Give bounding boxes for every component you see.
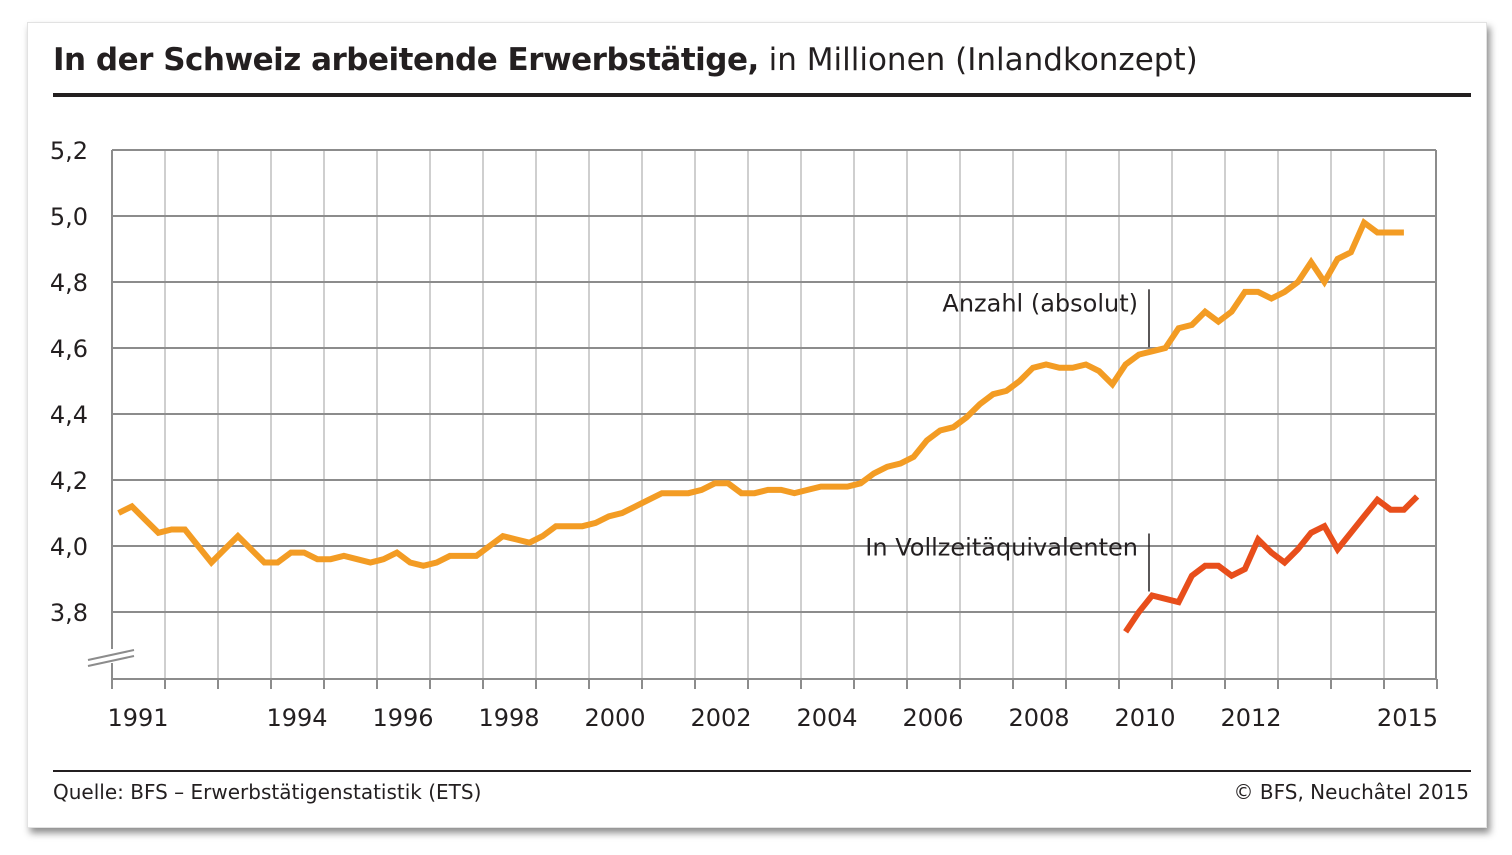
x-tick-label: 1998 bbox=[478, 704, 539, 732]
axis-break-line bbox=[87, 649, 135, 661]
y-tick-label: 4,6 bbox=[50, 335, 88, 363]
title-rule bbox=[53, 93, 1471, 97]
chart-grid bbox=[112, 149, 1436, 679]
y-tick-label: 5,2 bbox=[50, 137, 88, 165]
y-tick-label: 3,8 bbox=[50, 599, 88, 627]
chart-title-bold: In der Schweiz arbeitende Erwerbstätige, bbox=[53, 42, 759, 78]
chart-axes bbox=[87, 149, 1438, 689]
chart-labels: 5,2 5,0 4,8 4,6 4,4 4,2 4,0 3,8 1991 1994 1996 1998… bbox=[50, 137, 1438, 732]
x-tick-label: 2002 bbox=[690, 704, 751, 732]
footer-rule bbox=[53, 770, 1471, 772]
annotation-fte: In Vollzeitäquivalenten bbox=[865, 534, 1138, 562]
x-tick-label: 2008 bbox=[1008, 704, 1069, 732]
annotation-absolute: Anzahl (absolut) bbox=[942, 289, 1138, 317]
axis-break-icon bbox=[87, 649, 138, 667]
y-tick-label: 4,0 bbox=[50, 533, 88, 561]
x-tick-label: 2010 bbox=[1114, 704, 1175, 732]
y-tick-label: 4,2 bbox=[50, 467, 88, 495]
axis-break-line bbox=[87, 655, 135, 667]
series-line-absolute bbox=[117, 217, 1404, 569]
x-tick-label: 2004 bbox=[796, 704, 857, 732]
source-note: Quelle: BFS – Erwerbstätigenstatistik (E… bbox=[53, 780, 482, 804]
copyright-note: © BFS, Neuchâtel 2015 bbox=[1233, 780, 1469, 804]
x-tick-label: 2015 bbox=[1377, 704, 1438, 732]
x-tick-label: 2012 bbox=[1220, 704, 1281, 732]
x-tick-label: 1991 bbox=[107, 704, 168, 732]
x-tick-label: 2000 bbox=[584, 704, 645, 732]
x-tick-label: 1994 bbox=[266, 704, 327, 732]
chart-title: In der Schweiz arbeitende Erwerbstätige,… bbox=[53, 40, 1471, 80]
series-line-fte bbox=[1123, 494, 1420, 634]
x-tick-label: 1996 bbox=[372, 704, 433, 732]
y-tick-label: 4,4 bbox=[50, 401, 88, 429]
chart-series bbox=[117, 217, 1420, 634]
x-tick-label: 2006 bbox=[902, 704, 963, 732]
y-tick-label: 4,8 bbox=[50, 269, 88, 297]
y-tick-label: 5,0 bbox=[50, 203, 88, 231]
chart-title-rest: in Millionen (Inlandkonzept) bbox=[758, 42, 1198, 78]
